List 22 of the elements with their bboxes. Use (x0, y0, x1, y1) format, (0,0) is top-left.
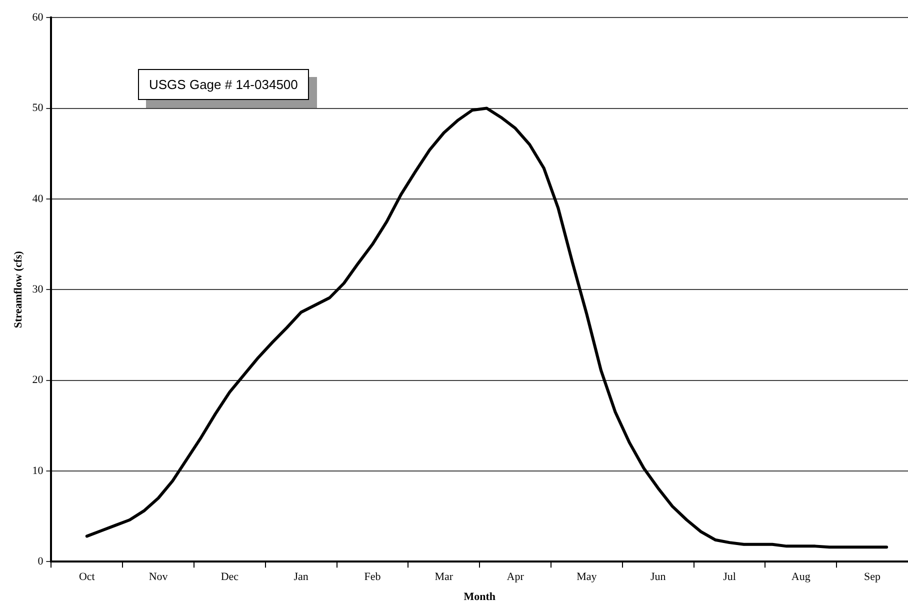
x-tick-label: Oct (78, 571, 95, 584)
x-tick-label: Feb (364, 571, 382, 584)
y-tick-label: 40 (32, 192, 44, 205)
y-tick-label: 60 (32, 11, 44, 24)
x-tick-label: Sep (864, 571, 882, 584)
x-tick-label: Nov (148, 571, 168, 584)
x-tick-label: Aug (791, 571, 811, 584)
y-tick-label: 50 (32, 102, 44, 114)
x-tick-label: Mar (434, 571, 454, 584)
y-axis-title: Streamflow (cfs) (12, 250, 24, 328)
y-tick-label: 0 (38, 555, 44, 568)
y-tick-label: 10 (32, 464, 44, 477)
x-tick-label: Jun (650, 571, 666, 584)
y-tick-label: 30 (32, 283, 44, 296)
x-tick-label: Dec (220, 571, 239, 584)
x-tick-label: Apr (506, 571, 524, 584)
x-tick-label: Jul (723, 571, 736, 584)
x-axis-title: Month (464, 591, 496, 604)
y-tick-label: 20 (32, 374, 44, 386)
annotation: USGS Gage # 14-034500 (138, 69, 309, 100)
x-tick-label: Jan (294, 571, 309, 584)
x-tick-label: May (576, 571, 598, 584)
